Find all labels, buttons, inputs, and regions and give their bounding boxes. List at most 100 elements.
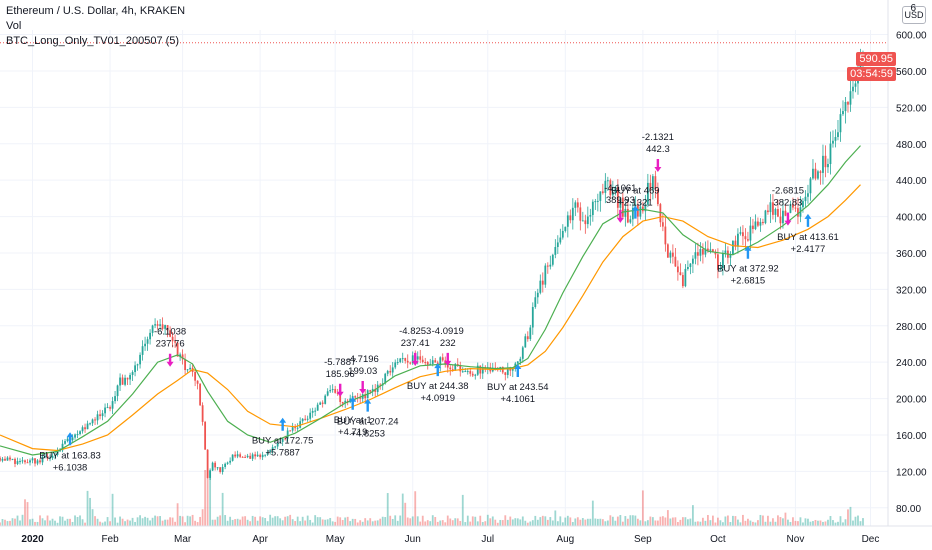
- slow-moving-average-line: [0, 184, 861, 452]
- candle-body: [31, 458, 34, 461]
- price-tick-label: 160.00: [896, 431, 927, 442]
- candle-body: [671, 252, 674, 257]
- candle-body: [654, 176, 657, 190]
- candle-body: [471, 373, 474, 376]
- candle-body: [762, 221, 764, 224]
- symbol-title[interactable]: Ethereum / U.S. Dollar, 4h, KRAKEN: [6, 5, 186, 17]
- volume-bar: [659, 516, 662, 526]
- volume-bar: [854, 516, 857, 526]
- volume-bar: [154, 515, 156, 526]
- volume-bar: [0, 522, 1, 526]
- candle-body: [764, 210, 767, 224]
- volume-bar: [519, 519, 522, 526]
- candle-body: [29, 460, 31, 463]
- volume-bar: [466, 515, 469, 526]
- candle-body: [229, 460, 232, 463]
- time-tick-label: Mar: [174, 534, 192, 545]
- candle-body: [839, 114, 842, 133]
- candle-body: [244, 456, 247, 458]
- volume-bar: [734, 516, 737, 526]
- candle-body: [686, 267, 689, 269]
- candle-body: [719, 268, 722, 270]
- candle-body: [254, 454, 257, 457]
- volume-bar: [827, 519, 829, 526]
- volume-bar: [654, 520, 657, 526]
- candle-body: [256, 454, 259, 457]
- volume-bar: [296, 516, 299, 526]
- volume-bar: [304, 520, 307, 526]
- volume-bar: [384, 517, 387, 526]
- trade-label: -2.1321: [642, 132, 674, 143]
- volume-bar: [569, 517, 572, 526]
- candle-body: [241, 456, 244, 458]
- candle-body: [664, 226, 667, 245]
- candle-body: [239, 454, 242, 457]
- candle-body: [669, 252, 672, 258]
- candle-body: [829, 143, 832, 165]
- volume-bar: [279, 518, 282, 526]
- strategy-label[interactable]: BTC_Long_Only_TV01_200507 (5): [6, 35, 180, 47]
- candle-body: [54, 454, 56, 456]
- volume-bar: [649, 516, 652, 526]
- volume-bar: [84, 522, 86, 526]
- volume-bar: [226, 520, 229, 526]
- candle-body: [84, 427, 86, 430]
- candle-body: [459, 365, 462, 372]
- candle-body: [759, 221, 762, 226]
- volume-bar: [204, 470, 207, 526]
- candle-body: [589, 215, 592, 217]
- candle-body: [176, 342, 179, 357]
- candle-body: [76, 434, 79, 436]
- candle-body: [289, 430, 292, 432]
- fast-moving-average-line: [0, 145, 861, 456]
- candle-body: [469, 371, 472, 374]
- candle-body: [396, 362, 399, 364]
- candle-body: [19, 461, 21, 463]
- candle-body: [209, 470, 212, 478]
- candle-body: [34, 458, 36, 464]
- price-tick-label: 440.00: [896, 176, 927, 187]
- trade-label: 442.3: [646, 144, 670, 155]
- trade-label: 237.76: [156, 339, 185, 350]
- volume-bar: [722, 522, 724, 526]
- volume-bar: [21, 514, 24, 526]
- volume-bar: [441, 520, 444, 526]
- candle-body: [852, 86, 854, 92]
- price-axis[interactable]: 80.00 120.00 160.00 200.00 240.00 280.00 320.0…: [887, 0, 932, 550]
- candle-body: [276, 443, 279, 447]
- volume-bar: [91, 509, 94, 526]
- currency-button[interactable]: USD: [902, 6, 926, 24]
- volume-bar: [59, 516, 61, 526]
- candle-body: [854, 83, 857, 87]
- time-axis[interactable]: 2020 Feb Mar Apr May Jun Jul Aug Sep Oct Nov Dec: [0, 525, 932, 545]
- volume-bar: [807, 518, 809, 526]
- volume-bar: [444, 522, 447, 526]
- candle-body: [404, 358, 407, 361]
- candle-body: [216, 467, 219, 469]
- candle-body: [41, 456, 44, 463]
- volume-bar: [276, 516, 279, 526]
- candle-body: [151, 325, 154, 333]
- candle-body: [601, 191, 604, 193]
- volume-bar: [844, 519, 847, 526]
- volume-bar: [712, 515, 714, 526]
- volume-bar: [44, 520, 46, 526]
- volume-bar: [231, 519, 234, 526]
- volume-indicator-label[interactable]: Vol: [6, 20, 22, 32]
- volume-bar: [386, 493, 389, 526]
- candle-body: [374, 388, 377, 392]
- volume-bar: [689, 518, 692, 526]
- candle-body: [812, 168, 814, 179]
- candle-body: [336, 392, 339, 394]
- candle-body: [526, 336, 529, 340]
- volume-bar: [49, 520, 51, 526]
- candle-body: [689, 263, 692, 268]
- volume-bar: [236, 518, 239, 526]
- volume-bar: [241, 516, 244, 526]
- volume-bar: [536, 519, 539, 526]
- trade-label: BUY at 207.24: [337, 417, 399, 428]
- candle-body: [59, 450, 61, 452]
- candle-body: [461, 371, 464, 373]
